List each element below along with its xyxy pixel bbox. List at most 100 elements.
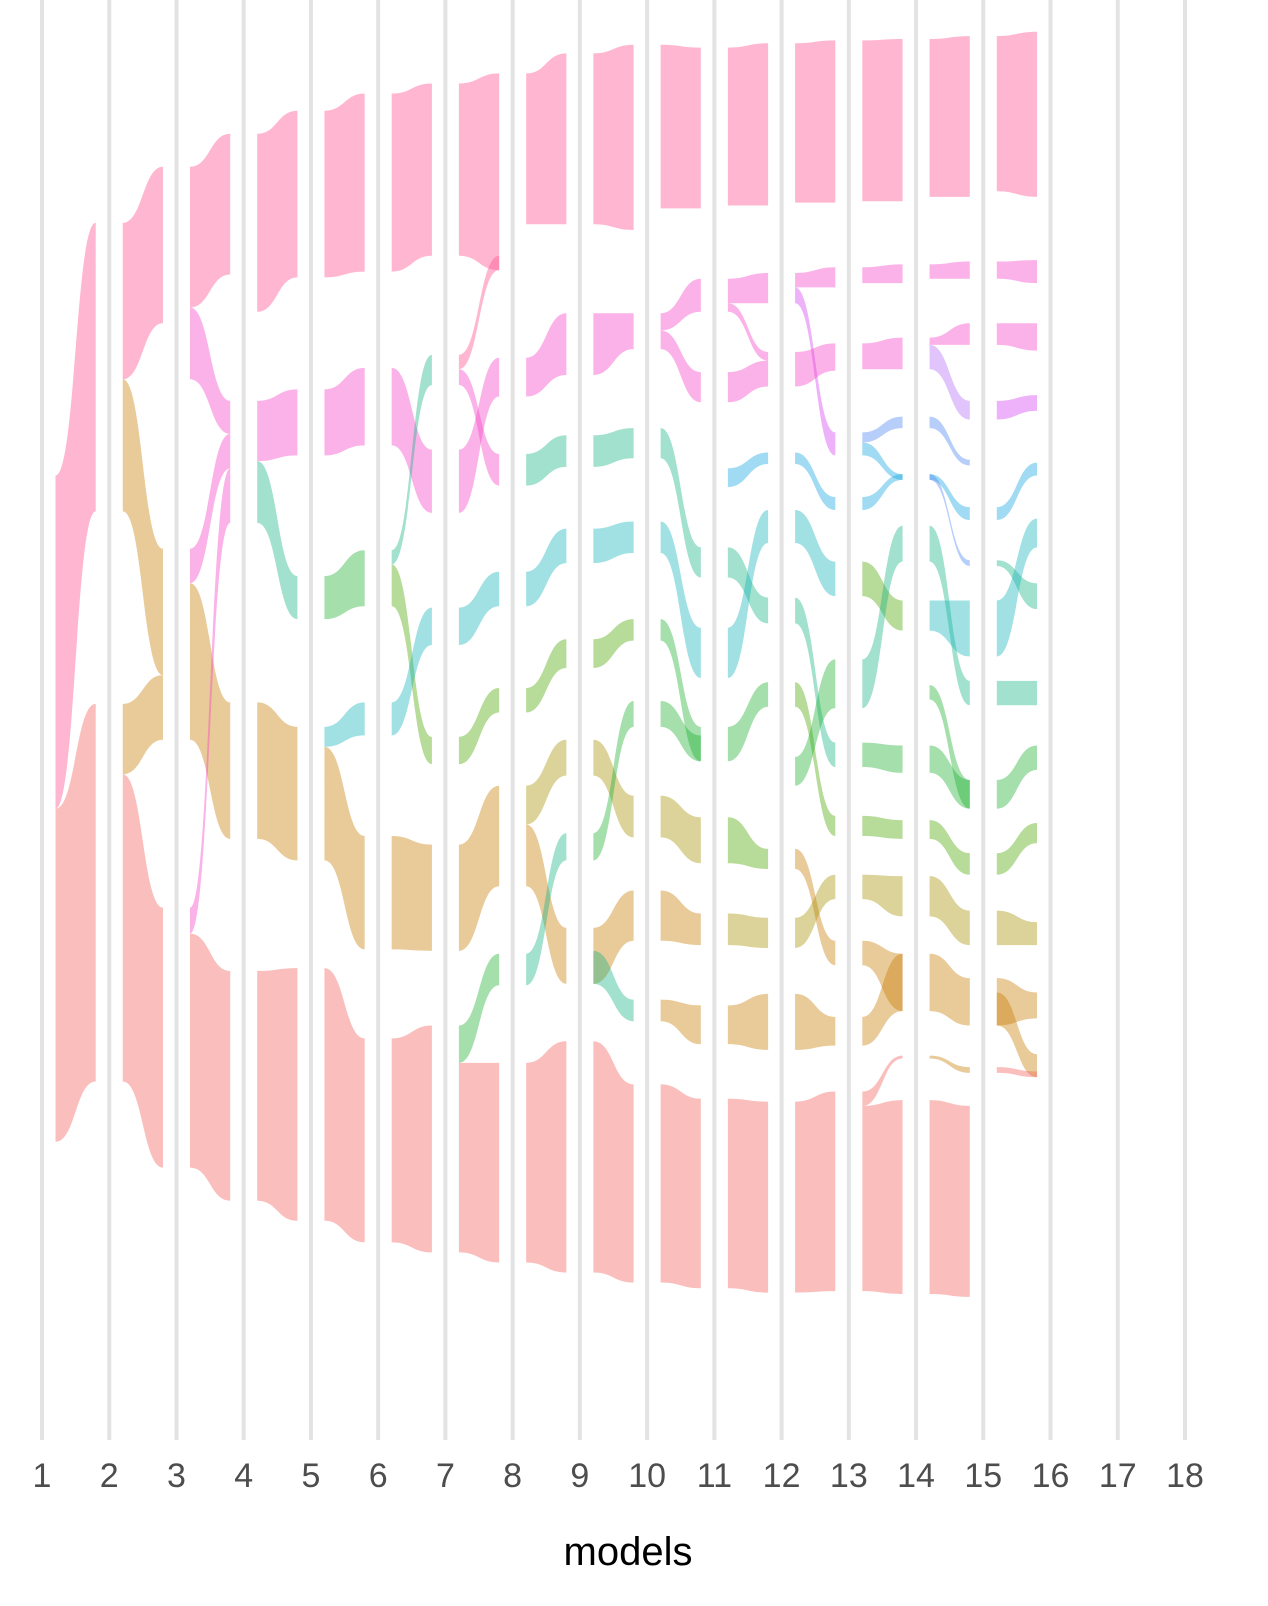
flow-band [526, 53, 567, 225]
flow-band [996, 1067, 1038, 1078]
flow-band [727, 43, 769, 206]
flow-band [862, 953, 903, 1046]
x-tick-label: 15 [964, 1457, 1002, 1495]
flow-band [324, 968, 365, 1243]
flow-band [996, 992, 1038, 1078]
flow-band [996, 323, 1038, 351]
flow-band [862, 416, 903, 443]
flow-band [996, 978, 1038, 1026]
flow-band [593, 313, 634, 375]
flow-band [526, 739, 567, 825]
flow-band [593, 1041, 634, 1283]
flow-band [929, 685, 970, 809]
flow-band [996, 260, 1038, 284]
flow-band [727, 452, 769, 488]
flow-band [593, 521, 634, 564]
flow-band [795, 287, 836, 456]
x-tick-label: 16 [1032, 1457, 1070, 1495]
x-axis-title: models [564, 1530, 693, 1574]
flow-band [526, 313, 567, 397]
flow-band [55, 703, 96, 1142]
flow-band [862, 940, 903, 1012]
x-tick-label: 17 [1099, 1457, 1137, 1495]
flow-band [458, 255, 500, 370]
flow-band [795, 659, 836, 786]
x-tick-label: 5 [301, 1457, 320, 1495]
flow-band [862, 1100, 903, 1295]
flow-band [660, 521, 701, 678]
x-tick-label: 4 [234, 1457, 253, 1495]
flow-band [862, 525, 903, 709]
flow-band [122, 379, 163, 676]
flow-band [189, 433, 231, 584]
flow-band [660, 999, 701, 1045]
flow-band [929, 745, 970, 809]
flow-band [929, 36, 970, 197]
flow-band [727, 547, 769, 624]
flow-band [458, 369, 500, 486]
flow-band [795, 993, 836, 1050]
flow-band [929, 323, 970, 345]
flow-band [660, 1084, 701, 1289]
flow-band [795, 1091, 836, 1293]
x-tick-label: 2 [100, 1457, 119, 1495]
flow-band [324, 367, 365, 456]
flow-band [526, 833, 567, 986]
flow-band [929, 344, 970, 420]
flow-band [189, 468, 231, 934]
flow-band [593, 890, 634, 984]
flow-bands [55, 31, 1038, 1297]
flow-band [996, 31, 1038, 197]
flow-band [391, 607, 432, 736]
flow-band [660, 619, 701, 762]
flow-band [391, 564, 432, 765]
flow-band [795, 509, 836, 597]
x-tick-label: 18 [1166, 1457, 1204, 1495]
flow-band [324, 550, 365, 620]
flow-band [526, 435, 567, 486]
flow-band [189, 933, 231, 1201]
flow-band [458, 785, 500, 951]
flow-band [795, 682, 836, 836]
flow-band [458, 1062, 500, 1263]
x-tick-label: 6 [369, 1457, 388, 1495]
flow-band [458, 688, 500, 765]
x-tick-label: 8 [503, 1457, 522, 1495]
flow-band [189, 307, 231, 434]
flow-band [324, 702, 365, 747]
flow-band [660, 700, 701, 762]
flow-band [660, 795, 701, 864]
flow-band [929, 600, 970, 657]
flow-band [324, 93, 365, 278]
flow-band [795, 267, 836, 288]
flow-band [257, 461, 298, 620]
flow-band [727, 360, 769, 403]
flow-band [929, 261, 970, 279]
flow-band [862, 742, 903, 773]
flow-band [929, 474, 970, 566]
flow-band [391, 1025, 432, 1253]
flow-band [257, 702, 298, 861]
x-tick-label: 7 [436, 1457, 455, 1495]
flow-band [929, 525, 970, 706]
flow-band [122, 675, 163, 775]
flow-band [593, 739, 634, 838]
flow-band [660, 890, 701, 946]
flow-band [660, 330, 701, 403]
flow-band [257, 968, 298, 1221]
flow-band [526, 1041, 567, 1273]
flow-band [122, 166, 163, 380]
flow-band [929, 953, 970, 1026]
flow-band [862, 38, 903, 202]
vertical-gridlines [40, 0, 1187, 1440]
flow-band [458, 73, 500, 271]
flow-band [391, 83, 432, 272]
flow-band [795, 452, 836, 510]
flow-band [391, 354, 432, 565]
flow-band [795, 40, 836, 203]
flow-band [593, 619, 634, 668]
flow-band [996, 560, 1038, 610]
flow-band [862, 337, 903, 370]
flow-band [660, 428, 701, 578]
flow-band [996, 910, 1038, 946]
